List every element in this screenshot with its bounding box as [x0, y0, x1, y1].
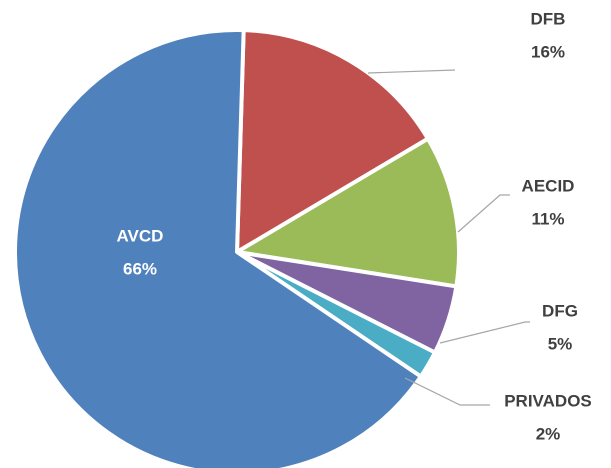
leader-line	[439, 321, 530, 344]
slice-label: PRIVADOS	[504, 391, 592, 410]
pie-slice	[13, 28, 423, 468]
slice-label: DFB	[531, 9, 566, 28]
leader-line	[404, 377, 490, 406]
pie-slice	[235, 136, 461, 289]
slice-value-label: 11%	[531, 209, 564, 228]
slice-label: DFG	[542, 301, 578, 320]
pie-slice	[235, 28, 430, 254]
slice-label: AECID	[522, 176, 575, 195]
slice-label: AVCD	[117, 226, 164, 245]
slice-value-label: 66%	[123, 259, 157, 278]
leader-line	[367, 69, 456, 74]
slice-value-label: 2%	[536, 424, 561, 443]
slice-value-label: 5%	[548, 334, 573, 353]
leader-line	[457, 194, 510, 233]
slice-value-label: 16%	[531, 42, 565, 61]
